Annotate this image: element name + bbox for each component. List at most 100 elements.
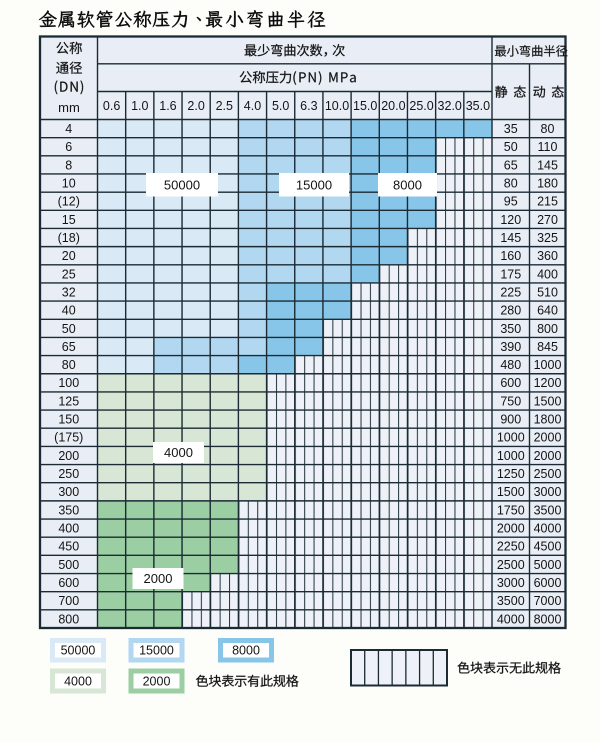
- svg-text:15: 15: [62, 213, 76, 227]
- svg-text:510: 510: [537, 285, 558, 299]
- svg-text:600: 600: [58, 576, 79, 590]
- svg-text:6000: 6000: [534, 576, 562, 590]
- svg-text:40: 40: [62, 304, 76, 318]
- svg-text:0.6: 0.6: [103, 99, 120, 113]
- svg-text:100: 100: [58, 376, 79, 390]
- svg-text:8000: 8000: [393, 177, 422, 192]
- svg-text:4000: 4000: [497, 612, 525, 626]
- svg-text:125: 125: [58, 394, 79, 408]
- svg-text:2000: 2000: [534, 449, 562, 463]
- svg-text:2.0: 2.0: [187, 99, 204, 113]
- svg-text:120: 120: [500, 213, 521, 227]
- svg-text:3000: 3000: [497, 576, 525, 590]
- svg-text:225: 225: [500, 285, 521, 299]
- svg-text:2000: 2000: [534, 431, 562, 445]
- svg-text:1000: 1000: [497, 431, 525, 445]
- svg-text:150: 150: [58, 413, 79, 427]
- svg-text:80: 80: [504, 176, 518, 190]
- svg-text:3500: 3500: [534, 503, 562, 517]
- svg-text:4000: 4000: [64, 674, 92, 688]
- svg-text:80: 80: [62, 358, 76, 372]
- svg-text:350: 350: [500, 322, 521, 336]
- svg-text:5000: 5000: [534, 558, 562, 572]
- svg-text:3000: 3000: [534, 485, 562, 499]
- svg-text:8000: 8000: [232, 644, 260, 658]
- svg-text:4: 4: [65, 122, 72, 136]
- svg-text:1200: 1200: [534, 376, 562, 390]
- svg-text:750: 750: [500, 394, 521, 408]
- svg-text:50000: 50000: [164, 177, 200, 192]
- svg-text:15.0: 15.0: [353, 99, 377, 113]
- svg-text:110: 110: [538, 140, 558, 154]
- svg-text:800: 800: [58, 612, 79, 626]
- svg-text:280: 280: [500, 304, 521, 318]
- svg-text:1.6: 1.6: [159, 99, 176, 113]
- svg-text:600: 600: [500, 376, 521, 390]
- svg-text:2500: 2500: [497, 558, 525, 572]
- svg-text:360: 360: [537, 249, 558, 263]
- svg-text:4.0: 4.0: [244, 99, 261, 113]
- svg-text:50: 50: [62, 322, 76, 336]
- svg-text:7000: 7000: [534, 594, 562, 608]
- svg-text:1.0: 1.0: [131, 99, 148, 113]
- svg-text:10.0: 10.0: [325, 99, 349, 113]
- svg-text:mm: mm: [58, 100, 80, 115]
- svg-text:250: 250: [58, 467, 79, 481]
- svg-text:1500: 1500: [497, 485, 525, 499]
- svg-text:3500: 3500: [497, 594, 525, 608]
- svg-text:65: 65: [62, 340, 76, 354]
- svg-text:8000: 8000: [534, 612, 562, 626]
- svg-text:2000: 2000: [143, 674, 171, 688]
- svg-text:35: 35: [504, 122, 518, 136]
- svg-text:200: 200: [58, 449, 79, 463]
- svg-text:15000: 15000: [139, 644, 174, 658]
- svg-text:400: 400: [58, 522, 79, 536]
- svg-text:145: 145: [500, 231, 521, 245]
- svg-text:160: 160: [500, 249, 521, 263]
- svg-text:2500: 2500: [534, 467, 562, 481]
- svg-text:6: 6: [65, 140, 72, 154]
- svg-text:180: 180: [537, 176, 558, 190]
- svg-text:325: 325: [537, 231, 558, 245]
- svg-text:700: 700: [58, 594, 79, 608]
- svg-text:500: 500: [58, 558, 79, 572]
- svg-text:6.3: 6.3: [300, 99, 317, 113]
- svg-text:80: 80: [541, 122, 555, 136]
- svg-text:15000: 15000: [296, 177, 332, 192]
- svg-text:4500: 4500: [534, 540, 562, 554]
- svg-text:2000: 2000: [497, 522, 525, 536]
- svg-text:20: 20: [62, 249, 76, 263]
- svg-text:1000: 1000: [497, 449, 525, 463]
- svg-text:4000: 4000: [164, 445, 193, 460]
- svg-text:32: 32: [62, 285, 76, 299]
- svg-text:175: 175: [500, 267, 521, 281]
- svg-text:10: 10: [62, 176, 76, 190]
- svg-text:2000: 2000: [144, 571, 173, 586]
- svg-text:(12): (12): [58, 195, 80, 209]
- svg-text:350: 350: [58, 503, 79, 517]
- svg-text:1800: 1800: [534, 413, 562, 427]
- svg-text:25: 25: [62, 267, 76, 281]
- svg-text:1500: 1500: [534, 394, 562, 408]
- svg-text:95: 95: [504, 195, 518, 209]
- svg-text:4000: 4000: [534, 522, 562, 536]
- svg-text:215: 215: [537, 195, 558, 209]
- svg-text:300: 300: [58, 485, 79, 499]
- svg-text:145: 145: [537, 158, 558, 172]
- svg-text:270: 270: [537, 213, 558, 227]
- svg-text:1250: 1250: [497, 467, 525, 481]
- svg-text:(175): (175): [54, 431, 83, 445]
- svg-text:65: 65: [504, 158, 518, 172]
- svg-text:32.0: 32.0: [438, 99, 462, 113]
- svg-text:400: 400: [537, 267, 558, 281]
- svg-text:480: 480: [500, 358, 521, 372]
- svg-text:900: 900: [500, 413, 521, 427]
- svg-text:8: 8: [65, 158, 72, 172]
- svg-text:50: 50: [504, 140, 518, 154]
- svg-text:2.5: 2.5: [216, 99, 233, 113]
- svg-text:2250: 2250: [497, 540, 525, 554]
- svg-text:20.0: 20.0: [381, 99, 405, 113]
- svg-text:35.0: 35.0: [466, 99, 490, 113]
- svg-text:25.0: 25.0: [409, 99, 433, 113]
- svg-text:390: 390: [500, 340, 521, 354]
